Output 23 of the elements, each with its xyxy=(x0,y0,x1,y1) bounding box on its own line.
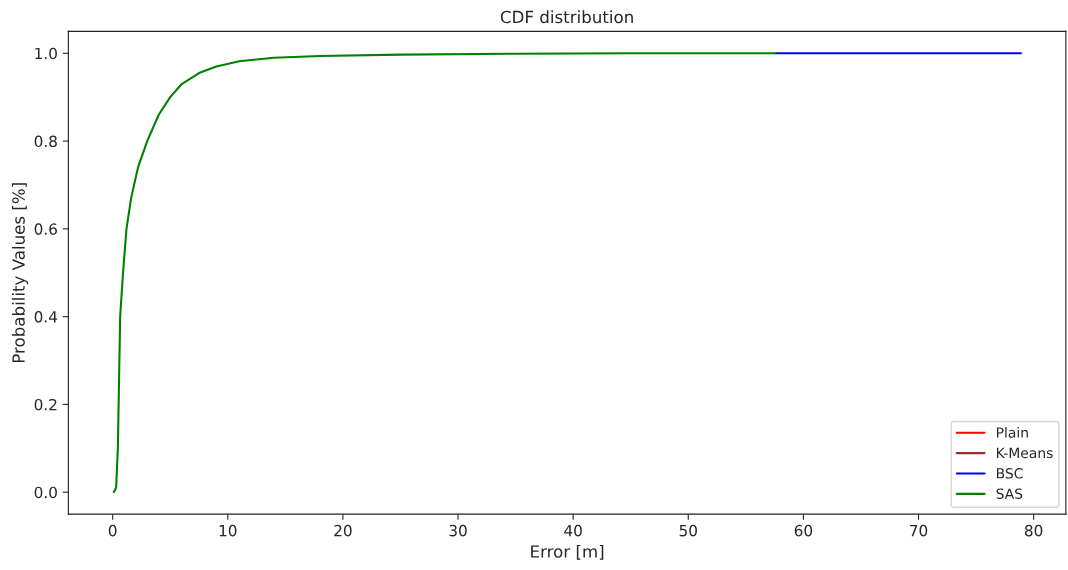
y-tick-label: 0.2 xyxy=(34,398,57,411)
legend-label: SAS xyxy=(996,488,1023,499)
legend-label: K-Means xyxy=(996,447,1053,459)
y-tick-label: 0.4 xyxy=(34,311,58,323)
y-axis-title: Probability Values [%] xyxy=(11,183,29,363)
x-tick-label: 10 xyxy=(219,524,237,537)
x-tick-label: 20 xyxy=(334,524,352,537)
chart-title: CDF distribution xyxy=(500,10,633,24)
x-tick-label: 0 xyxy=(108,524,117,537)
x-tick-label: 30 xyxy=(449,524,467,537)
x-tick-label: 50 xyxy=(679,524,697,537)
y-tick-label: 0.8 xyxy=(34,135,57,148)
line-series xyxy=(112,52,777,494)
x-tick-label: 80 xyxy=(1024,524,1043,537)
y-tick-label: 1.0 xyxy=(35,47,57,60)
x-tick-label: 60 xyxy=(794,524,813,537)
x-tick-label: 70 xyxy=(910,524,928,537)
y-tick-label: 0.6 xyxy=(34,223,57,235)
y-tick-label: 0.0 xyxy=(34,486,57,499)
legend-label: Plain xyxy=(996,427,1028,438)
x-axis-title: Error [m] xyxy=(531,544,604,560)
legend-label: BSC xyxy=(996,468,1023,479)
x-tick-label: 40 xyxy=(564,524,582,537)
